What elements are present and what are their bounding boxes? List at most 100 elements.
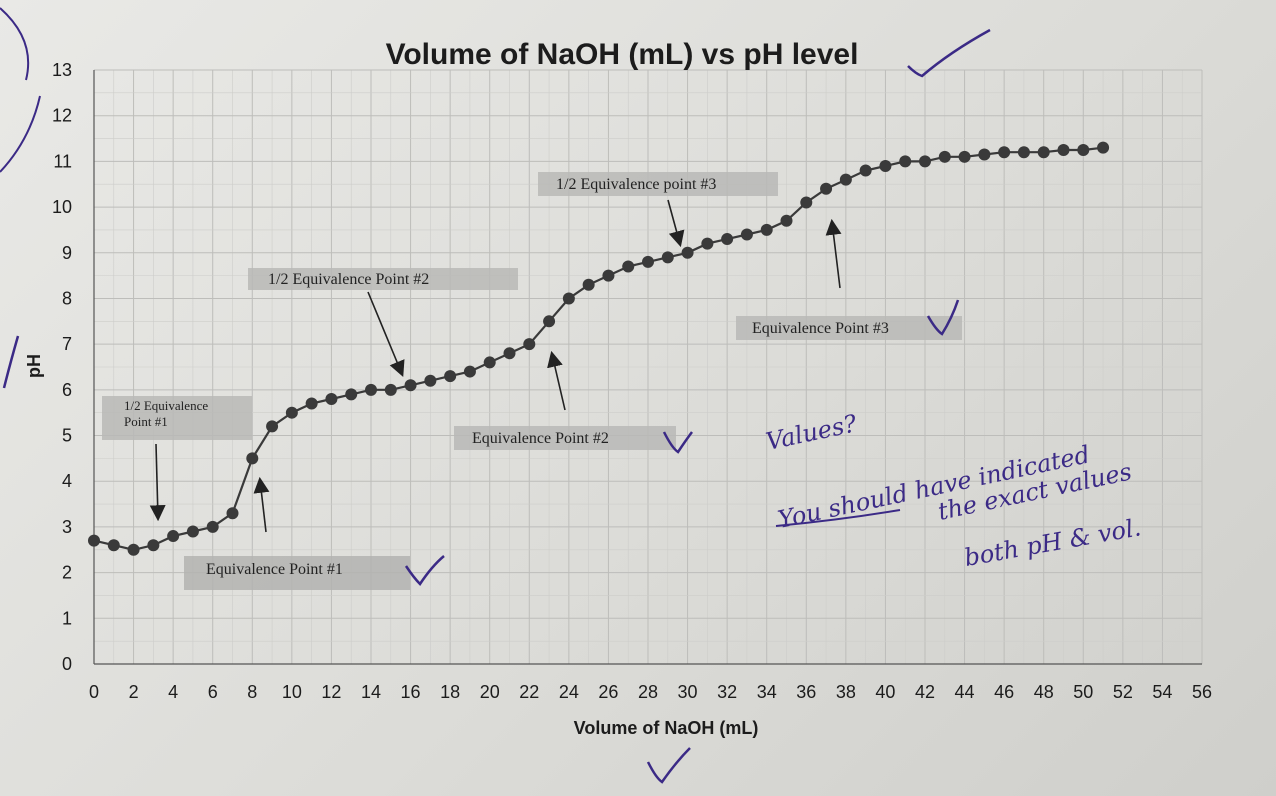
- checkmark-title: [907, 28, 991, 78]
- data-point: [602, 269, 615, 282]
- annot-box-half2: [248, 268, 518, 290]
- x-tick-label: 44: [955, 682, 975, 702]
- y-tick-label: 0: [62, 654, 72, 674]
- data-point: [760, 223, 773, 236]
- x-tick-label: 38: [836, 682, 856, 702]
- x-tick-label: 0: [89, 682, 99, 702]
- annot-box-half3: [538, 172, 778, 196]
- y-tick-label: 9: [62, 243, 72, 263]
- hand-strike-line: [775, 509, 901, 527]
- data-point: [424, 374, 437, 387]
- axes-layer: [93, 70, 1202, 665]
- x-tick-label: 2: [129, 682, 139, 702]
- data-point: [305, 397, 318, 410]
- data-point: [800, 196, 813, 209]
- data-point: [582, 278, 595, 291]
- data-point: [107, 539, 120, 552]
- data-point: [1017, 146, 1030, 159]
- data-point: [246, 452, 259, 465]
- y-tick-label: 5: [62, 426, 72, 446]
- arrow-eq3: [825, 218, 842, 289]
- data-point: [622, 260, 635, 273]
- margin-arc: [0, 7, 30, 81]
- chart-title: Volume of NaOH (mL) vs pH level: [386, 38, 859, 71]
- annot-label-half3: 1/2 Equivalence point #3: [556, 176, 716, 193]
- arrow-half1: [149, 443, 166, 522]
- x-tick-label: 46: [994, 682, 1014, 702]
- data-point: [325, 392, 338, 405]
- arrow-eq2: [547, 350, 566, 411]
- tick-labels: 0 2 4 6 8 10 12 14 16 18 20 22 24 26 28 30 32 34 36 38 40 42 4…: [52, 60, 1212, 702]
- checkmark-eq3: [926, 299, 960, 336]
- annot-label-half1-line2: Point #1: [124, 414, 168, 429]
- data-point: [879, 159, 892, 172]
- x-tick-label: 52: [1113, 682, 1133, 702]
- data-point: [780, 214, 793, 227]
- y-tick-label: 4: [62, 471, 72, 491]
- data-point: [266, 420, 279, 433]
- data-point: [721, 233, 734, 246]
- data-points: [88, 141, 1110, 556]
- data-point: [701, 237, 714, 250]
- data-point: [998, 146, 1011, 159]
- checkmark-eq1: [404, 555, 445, 586]
- data-point: [661, 251, 674, 264]
- y-axis-label: pH: [24, 354, 44, 378]
- data-point: [147, 539, 160, 552]
- data-point: [345, 388, 358, 401]
- x-tick-label: 28: [638, 682, 658, 702]
- annot-box-eq1: [184, 556, 410, 590]
- data-point: [186, 525, 199, 538]
- data-point: [543, 315, 556, 328]
- x-tick-label: 56: [1192, 682, 1212, 702]
- arrow-half2: [367, 291, 405, 377]
- data-point: [681, 246, 694, 259]
- data-point: [899, 155, 912, 168]
- data-point: [958, 150, 971, 163]
- annotation-layer: 1/2 Equivalence Point #1 Equivalence Poi…: [102, 172, 962, 590]
- data-point: [919, 155, 931, 168]
- data-point: [127, 543, 140, 556]
- annot-box-eq3: [736, 316, 962, 340]
- titration-curve: [93, 146, 1104, 551]
- x-tick-label: 24: [559, 682, 579, 702]
- x-tick-label: 8: [247, 682, 257, 702]
- x-tick-label: 30: [678, 682, 698, 702]
- x-tick-label: 14: [361, 682, 381, 702]
- data-point: [503, 347, 516, 360]
- y-tick-label: 13: [52, 60, 72, 80]
- annot-box-half1: [102, 396, 252, 440]
- y-tick-label: 11: [53, 151, 72, 171]
- hand-note-line4: both pH & vol.: [962, 513, 1143, 572]
- x-tick-label: 20: [480, 682, 500, 702]
- x-tick-label: 32: [717, 682, 737, 702]
- data-point: [88, 534, 100, 547]
- data-point: [1057, 143, 1070, 156]
- data-point: [839, 173, 852, 186]
- data-point: [463, 365, 476, 378]
- x-tick-label: 10: [282, 682, 302, 702]
- annot-box-eq2: [454, 426, 676, 450]
- annot-label-eq1: Equivalence Point #1: [206, 561, 343, 578]
- handwritten-marks: Values? You should have indicated the ex…: [0, 7, 1143, 784]
- y-tick-label: 1: [62, 608, 72, 628]
- x-tick-label: 6: [208, 682, 218, 702]
- annot-label-half1-line1: 1/2 Equivalence: [124, 398, 208, 413]
- data-point: [642, 255, 654, 268]
- checkmark-xlabel: [646, 747, 691, 784]
- data-point: [562, 292, 575, 305]
- x-tick-label: 34: [757, 682, 777, 702]
- x-tick-label: 50: [1073, 682, 1093, 702]
- x-tick-label: 26: [598, 682, 618, 702]
- data-point: [226, 507, 239, 520]
- x-tick-label: 4: [168, 682, 178, 702]
- x-tick-label: 54: [1152, 682, 1172, 702]
- data-point: [820, 182, 833, 195]
- checkmark-ylabel: [2, 335, 20, 389]
- y-tick-label: 10: [52, 197, 72, 217]
- y-tick-label: 6: [62, 380, 72, 400]
- data-point: [444, 370, 457, 383]
- data-point: [978, 148, 991, 161]
- x-axis-label: Volume of NaOH (mL): [574, 718, 759, 738]
